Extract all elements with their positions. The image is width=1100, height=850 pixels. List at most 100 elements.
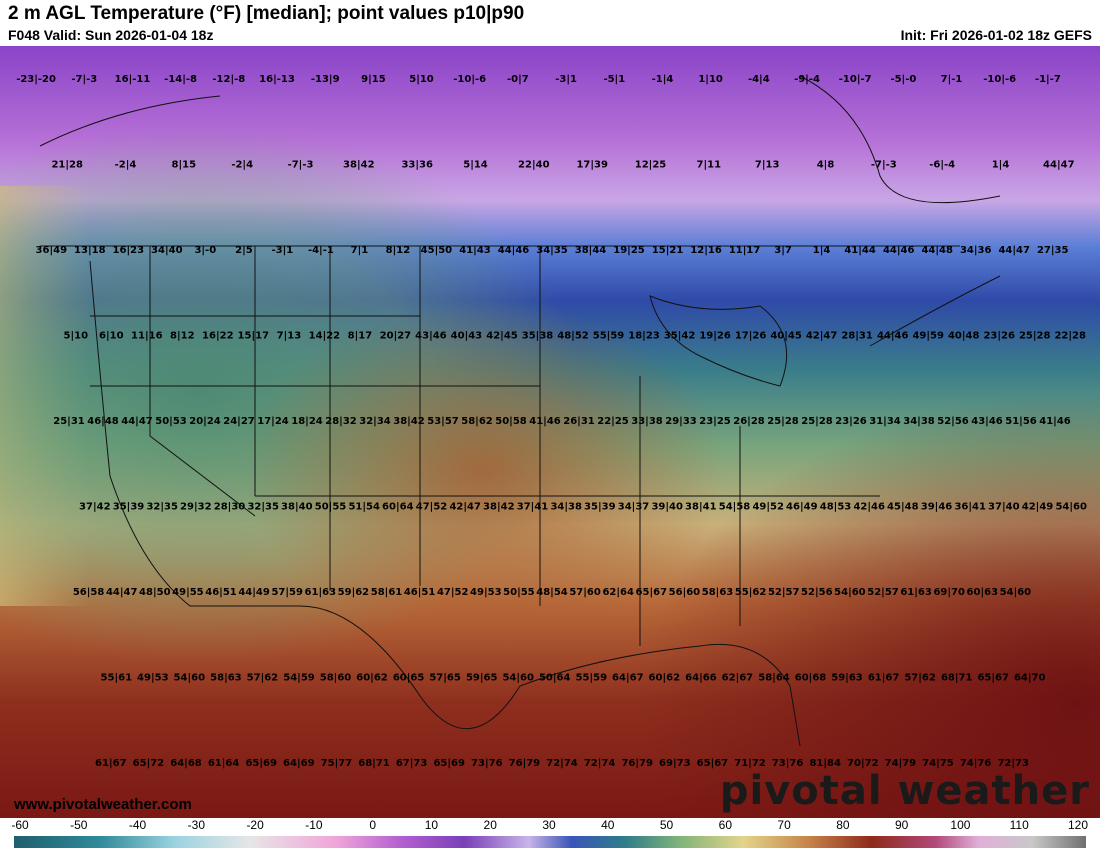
- point-value-label: 44|49: [238, 587, 270, 598]
- point-value-label: 57|59: [271, 587, 303, 598]
- point-value-label: 45|48: [887, 502, 919, 513]
- point-value-label: -14|-8: [164, 74, 197, 85]
- point-value-label: 23|25: [699, 416, 731, 427]
- point-value-label: 38|40: [281, 502, 313, 513]
- point-value-label: 35|39: [113, 502, 145, 513]
- point-value-label: -0|7: [507, 74, 529, 85]
- point-value-label: 48|53: [820, 502, 852, 513]
- point-value-label: 44|46: [498, 245, 530, 256]
- colorbar-tick: 80: [836, 818, 850, 832]
- point-value-label: 29|33: [665, 416, 697, 427]
- point-value-label: 17|26: [735, 331, 767, 342]
- point-value-label: 58|61: [371, 587, 403, 598]
- point-value-label: 42|46: [853, 502, 885, 513]
- point-value-labels: -23|-20 -7|-3 16|-11 -14|-8 -12|-8 16|-13 -13|…: [16, 74, 1087, 769]
- point-value-label: 51|54: [348, 502, 380, 513]
- colorbar-tick: 60: [718, 818, 733, 832]
- point-value-label: 19|26: [699, 331, 731, 342]
- colorbar-tick: 100: [950, 818, 971, 832]
- point-value-label: 17|39: [576, 160, 608, 171]
- boundary-lines: [39, 75, 1001, 747]
- point-value-label: 42|49: [1022, 502, 1054, 513]
- point-value-label: 3|7: [774, 245, 792, 256]
- point-value-label: 49|55: [172, 587, 204, 598]
- colorbar-gradient: [14, 836, 1086, 848]
- point-value-label: 65|67: [697, 758, 729, 769]
- point-value-label: 64|70: [1014, 673, 1046, 684]
- point-value-label: 60|63: [967, 587, 999, 598]
- colorbar-tick: 110: [1009, 818, 1029, 832]
- northeast-border: [869, 275, 1001, 347]
- point-value-label: 8|12: [170, 331, 195, 342]
- great-lakes: [649, 295, 788, 387]
- point-value-label: 74|75: [922, 758, 954, 769]
- point-value-label: 25|31: [53, 416, 85, 427]
- point-value-label: 61|64: [208, 758, 240, 769]
- point-value-label: 60|64: [382, 502, 414, 513]
- point-value-label: -3|1: [555, 74, 577, 85]
- point-value-label: 48|52: [557, 331, 589, 342]
- colorbar-tick: -10: [305, 818, 323, 832]
- point-value-label: 52|57: [768, 587, 800, 598]
- point-value-label: 42|45: [486, 331, 518, 342]
- point-value-label: 4|8: [817, 160, 835, 171]
- point-value-label: 28|31: [841, 331, 873, 342]
- point-value-label: 8|17: [348, 331, 373, 342]
- colorbar-tick: 10: [424, 818, 439, 832]
- point-value-label: -5|1: [603, 74, 625, 85]
- colorbar-tick: 50: [659, 818, 674, 832]
- point-value-label: -10|-6: [983, 74, 1016, 85]
- point-value-label: 42|47: [449, 502, 481, 513]
- point-value-label: 50|55: [315, 502, 347, 513]
- point-value-label: 49|53: [137, 673, 169, 684]
- point-value-label: 16|22: [202, 331, 234, 342]
- point-value-label: 68|71: [941, 673, 973, 684]
- alaska-coast: [39, 95, 221, 147]
- point-value-label: 65|67: [636, 587, 668, 598]
- point-value-label: 59|63: [831, 673, 863, 684]
- point-value-label: 65|69: [245, 758, 277, 769]
- point-value-label: 65|69: [433, 758, 465, 769]
- point-value-label: 15|21: [652, 245, 684, 256]
- point-value-label: 37|41: [517, 502, 549, 513]
- point-value-label: -7|-3: [71, 74, 97, 85]
- point-value-label: 54|60: [174, 673, 206, 684]
- point-value-label: 34|35: [536, 245, 568, 256]
- point-value-label: 13|18: [74, 245, 106, 256]
- point-value-label: 64|67: [612, 673, 644, 684]
- point-value-label: 16|-11: [115, 74, 151, 85]
- point-value-label: 49|53: [470, 587, 502, 598]
- point-value-label: 54|60: [834, 587, 866, 598]
- point-value-label: -7|-3: [288, 160, 314, 171]
- point-value-label: 23|26: [835, 416, 867, 427]
- point-value-label: 24|27: [223, 416, 255, 427]
- point-value-label: -6|-4: [929, 160, 955, 171]
- colorbar-tick: 40: [601, 818, 615, 832]
- point-value-label: -4|4: [748, 74, 770, 85]
- point-value-label: 31|34: [869, 416, 901, 427]
- point-value-label: 7|1: [351, 245, 369, 256]
- point-value-label: 65|72: [133, 758, 165, 769]
- point-value-label: 41|46: [1039, 416, 1071, 427]
- point-value-label: 1|4: [992, 160, 1010, 171]
- point-value-label: 55|62: [735, 587, 767, 598]
- point-value-label: 58|60: [320, 673, 352, 684]
- point-value-label: 52|56: [801, 587, 833, 598]
- point-value-label: 53|57: [427, 416, 459, 427]
- website-url[interactable]: www.pivotalweather.com: [14, 796, 192, 813]
- point-value-label: 55|61: [101, 673, 133, 684]
- point-value-label: 11|16: [131, 331, 163, 342]
- point-value-label: 3|-0: [194, 245, 216, 256]
- point-value-label: 12|25: [635, 160, 667, 171]
- point-value-label: 17|24: [257, 416, 289, 427]
- point-value-label: 5|10: [64, 331, 89, 342]
- point-value-label: 33|38: [631, 416, 663, 427]
- point-value-label: 64|66: [685, 673, 717, 684]
- point-value-label: 39|46: [921, 502, 953, 513]
- point-value-label: 69|70: [933, 587, 965, 598]
- point-value-label: 44|47: [106, 587, 138, 598]
- point-value-label: 61|63: [900, 587, 932, 598]
- point-value-label: 47|52: [416, 502, 448, 513]
- point-value-label: 41|46: [529, 416, 561, 427]
- point-value-label: 5|14: [463, 160, 488, 171]
